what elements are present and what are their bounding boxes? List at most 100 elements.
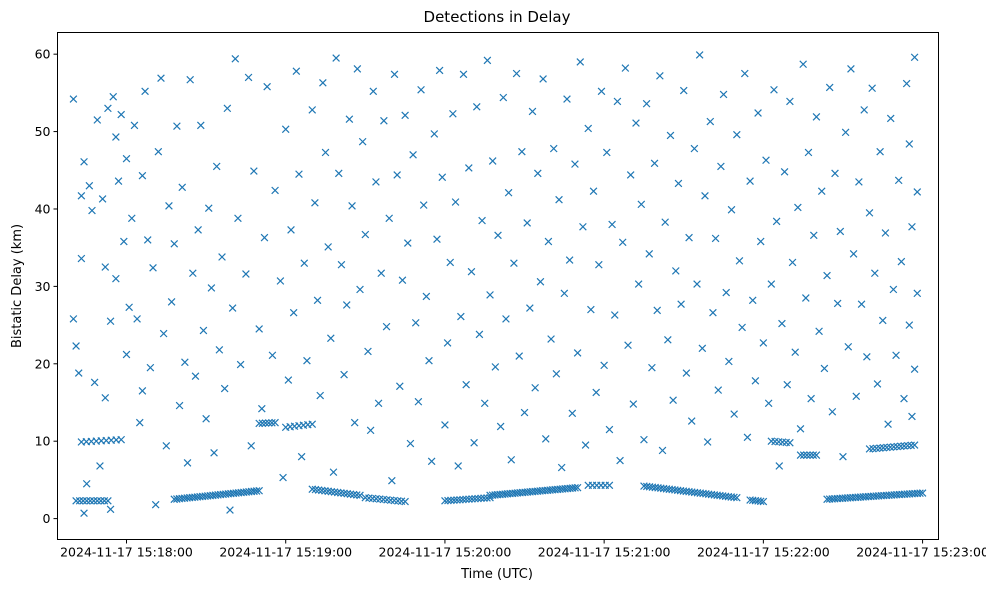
data-point	[852, 392, 861, 401]
data-point	[268, 418, 276, 427]
data-point	[483, 56, 492, 65]
data-point	[839, 452, 847, 461]
data-point	[918, 489, 927, 497]
data-point	[730, 493, 738, 502]
data-point	[308, 485, 317, 494]
data-point	[178, 183, 187, 192]
data-point	[242, 270, 250, 278]
data-point	[390, 70, 399, 79]
data-point	[608, 220, 616, 229]
data-point	[494, 231, 502, 240]
data-point	[847, 65, 855, 73]
data-point	[311, 485, 320, 494]
data-point	[916, 489, 924, 498]
data-point	[98, 195, 107, 203]
data-point	[905, 140, 914, 148]
x-tick-label: 2024-11-17 15:21:00	[538, 545, 671, 560]
data-point	[382, 322, 391, 331]
data-point	[825, 83, 834, 92]
data-point	[709, 308, 717, 317]
data-point	[863, 353, 871, 361]
data-point	[403, 239, 412, 247]
data-point	[236, 360, 245, 369]
data-point	[449, 109, 457, 118]
data-point	[459, 495, 467, 504]
data-point	[817, 187, 826, 196]
data-point	[300, 259, 309, 267]
data-point	[311, 198, 319, 207]
data-point	[613, 97, 622, 106]
data-point	[80, 157, 88, 166]
data-point	[555, 195, 563, 204]
data-point	[472, 102, 481, 111]
data-point	[210, 448, 218, 457]
data-point	[653, 306, 662, 315]
data-point	[605, 425, 614, 434]
data-point	[69, 95, 78, 103]
y-axis: 0 10 20 30 40 50 60	[35, 47, 58, 526]
data-point	[96, 462, 104, 470]
data-point	[725, 357, 733, 366]
data-point	[337, 260, 346, 269]
data-point	[531, 383, 539, 392]
data-point	[727, 205, 736, 214]
data-point	[528, 107, 537, 116]
data-point	[326, 334, 335, 343]
data-point	[167, 298, 176, 306]
data-point	[900, 394, 908, 403]
data-point	[316, 391, 325, 400]
data-point	[356, 491, 364, 500]
data-point	[908, 222, 916, 231]
data-point	[104, 496, 112, 505]
chart-title: Detections in Delay	[424, 8, 571, 26]
data-point	[855, 178, 863, 186]
data-point	[860, 106, 869, 114]
data-point	[191, 372, 200, 381]
data-point	[393, 171, 401, 179]
data-point	[117, 435, 126, 444]
data-point	[610, 311, 619, 319]
data-point	[157, 74, 165, 82]
x-tick-label: 2024-11-17 15:23:00	[856, 545, 986, 560]
data-point	[292, 67, 301, 76]
data-point	[579, 222, 587, 231]
data-point	[314, 486, 323, 494]
data-point	[255, 419, 263, 428]
data-point	[539, 75, 547, 83]
data-point	[380, 116, 388, 125]
data-point	[414, 397, 423, 406]
data-point	[770, 85, 778, 94]
data-point	[279, 473, 287, 482]
data-point	[762, 156, 770, 165]
data-point	[244, 73, 253, 82]
data-point	[823, 271, 831, 280]
data-point	[780, 168, 789, 176]
data-point	[475, 330, 484, 339]
data-point	[202, 414, 210, 423]
data-point	[252, 487, 261, 495]
data-point	[349, 490, 358, 499]
data-point	[289, 308, 298, 317]
data-point	[913, 289, 922, 298]
data-point	[154, 147, 163, 156]
data-point	[510, 259, 518, 267]
data-point	[446, 258, 455, 267]
data-point	[717, 162, 725, 171]
data-point	[419, 201, 428, 209]
data-point	[664, 335, 672, 344]
data-point	[353, 491, 361, 499]
data-point	[474, 494, 482, 503]
data-point	[308, 420, 317, 428]
data-point	[409, 150, 417, 159]
data-point	[547, 335, 555, 343]
data-point	[74, 369, 83, 377]
data-point	[364, 347, 372, 356]
data-point	[892, 351, 900, 360]
data-point	[207, 284, 216, 292]
data-point	[401, 111, 409, 120]
data-point	[767, 280, 776, 288]
data-point	[828, 407, 837, 416]
data-point	[77, 254, 86, 263]
data-point	[502, 315, 510, 323]
data-point	[186, 75, 195, 84]
